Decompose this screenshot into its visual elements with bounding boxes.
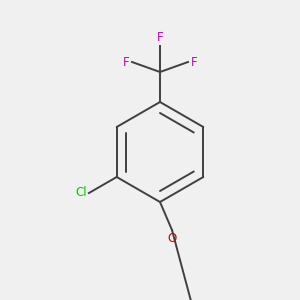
Text: O: O	[167, 232, 177, 245]
Text: Cl: Cl	[75, 187, 87, 200]
Text: F: F	[191, 56, 198, 68]
Text: F: F	[157, 31, 163, 44]
Text: F: F	[122, 56, 129, 68]
